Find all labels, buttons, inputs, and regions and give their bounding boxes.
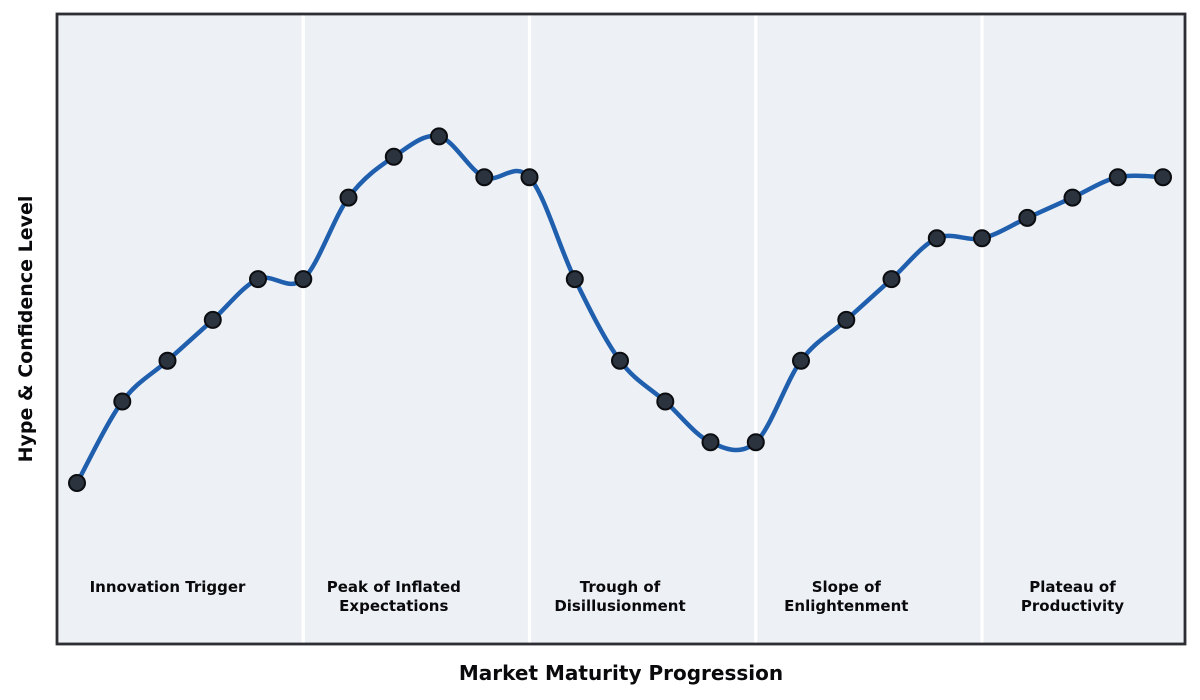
data-point-marker xyxy=(339,188,358,207)
data-point-markers xyxy=(68,127,1172,492)
data-point-marker xyxy=(927,229,946,248)
data-point-marker xyxy=(113,392,132,411)
data-point-marker xyxy=(837,310,856,329)
data-point-marker xyxy=(203,310,222,329)
data-point-marker xyxy=(520,168,539,187)
plot-background xyxy=(57,14,1185,644)
data-point-marker xyxy=(792,351,810,370)
data-point-marker xyxy=(746,433,765,452)
data-point-marker xyxy=(701,433,720,452)
data-point-marker xyxy=(294,270,313,289)
data-point-marker xyxy=(384,147,403,166)
data-point-marker xyxy=(1154,168,1172,187)
phase-label: Trough of Disillusionment xyxy=(554,578,686,615)
data-point-marker xyxy=(656,392,675,411)
phase-divider-lines xyxy=(301,15,984,643)
data-point-marker xyxy=(249,270,267,289)
phase-label: Peak of Inflated Expectations xyxy=(326,578,461,615)
phase-label: Slope of Enlightenment xyxy=(784,578,909,615)
data-point-marker xyxy=(1063,188,1082,207)
data-point-marker xyxy=(1018,208,1037,227)
data-point-marker xyxy=(158,351,177,370)
y-axis-label: Hype & Confidence Level xyxy=(15,195,37,463)
phase-label: Innovation Trigger xyxy=(89,578,246,596)
data-point-marker xyxy=(68,474,86,492)
data-point-marker xyxy=(430,127,448,146)
phase-label: Plateau of Productivity xyxy=(1020,578,1125,615)
data-point-marker xyxy=(882,270,901,289)
data-point-marker xyxy=(475,168,494,187)
axes-spines xyxy=(55,12,1187,646)
x-axis-label: Market Maturity Progression xyxy=(458,661,784,685)
data-point-marker xyxy=(565,270,584,289)
data-point-marker xyxy=(973,229,991,248)
data-point-marker xyxy=(1108,168,1127,187)
data-point-marker xyxy=(611,351,629,370)
